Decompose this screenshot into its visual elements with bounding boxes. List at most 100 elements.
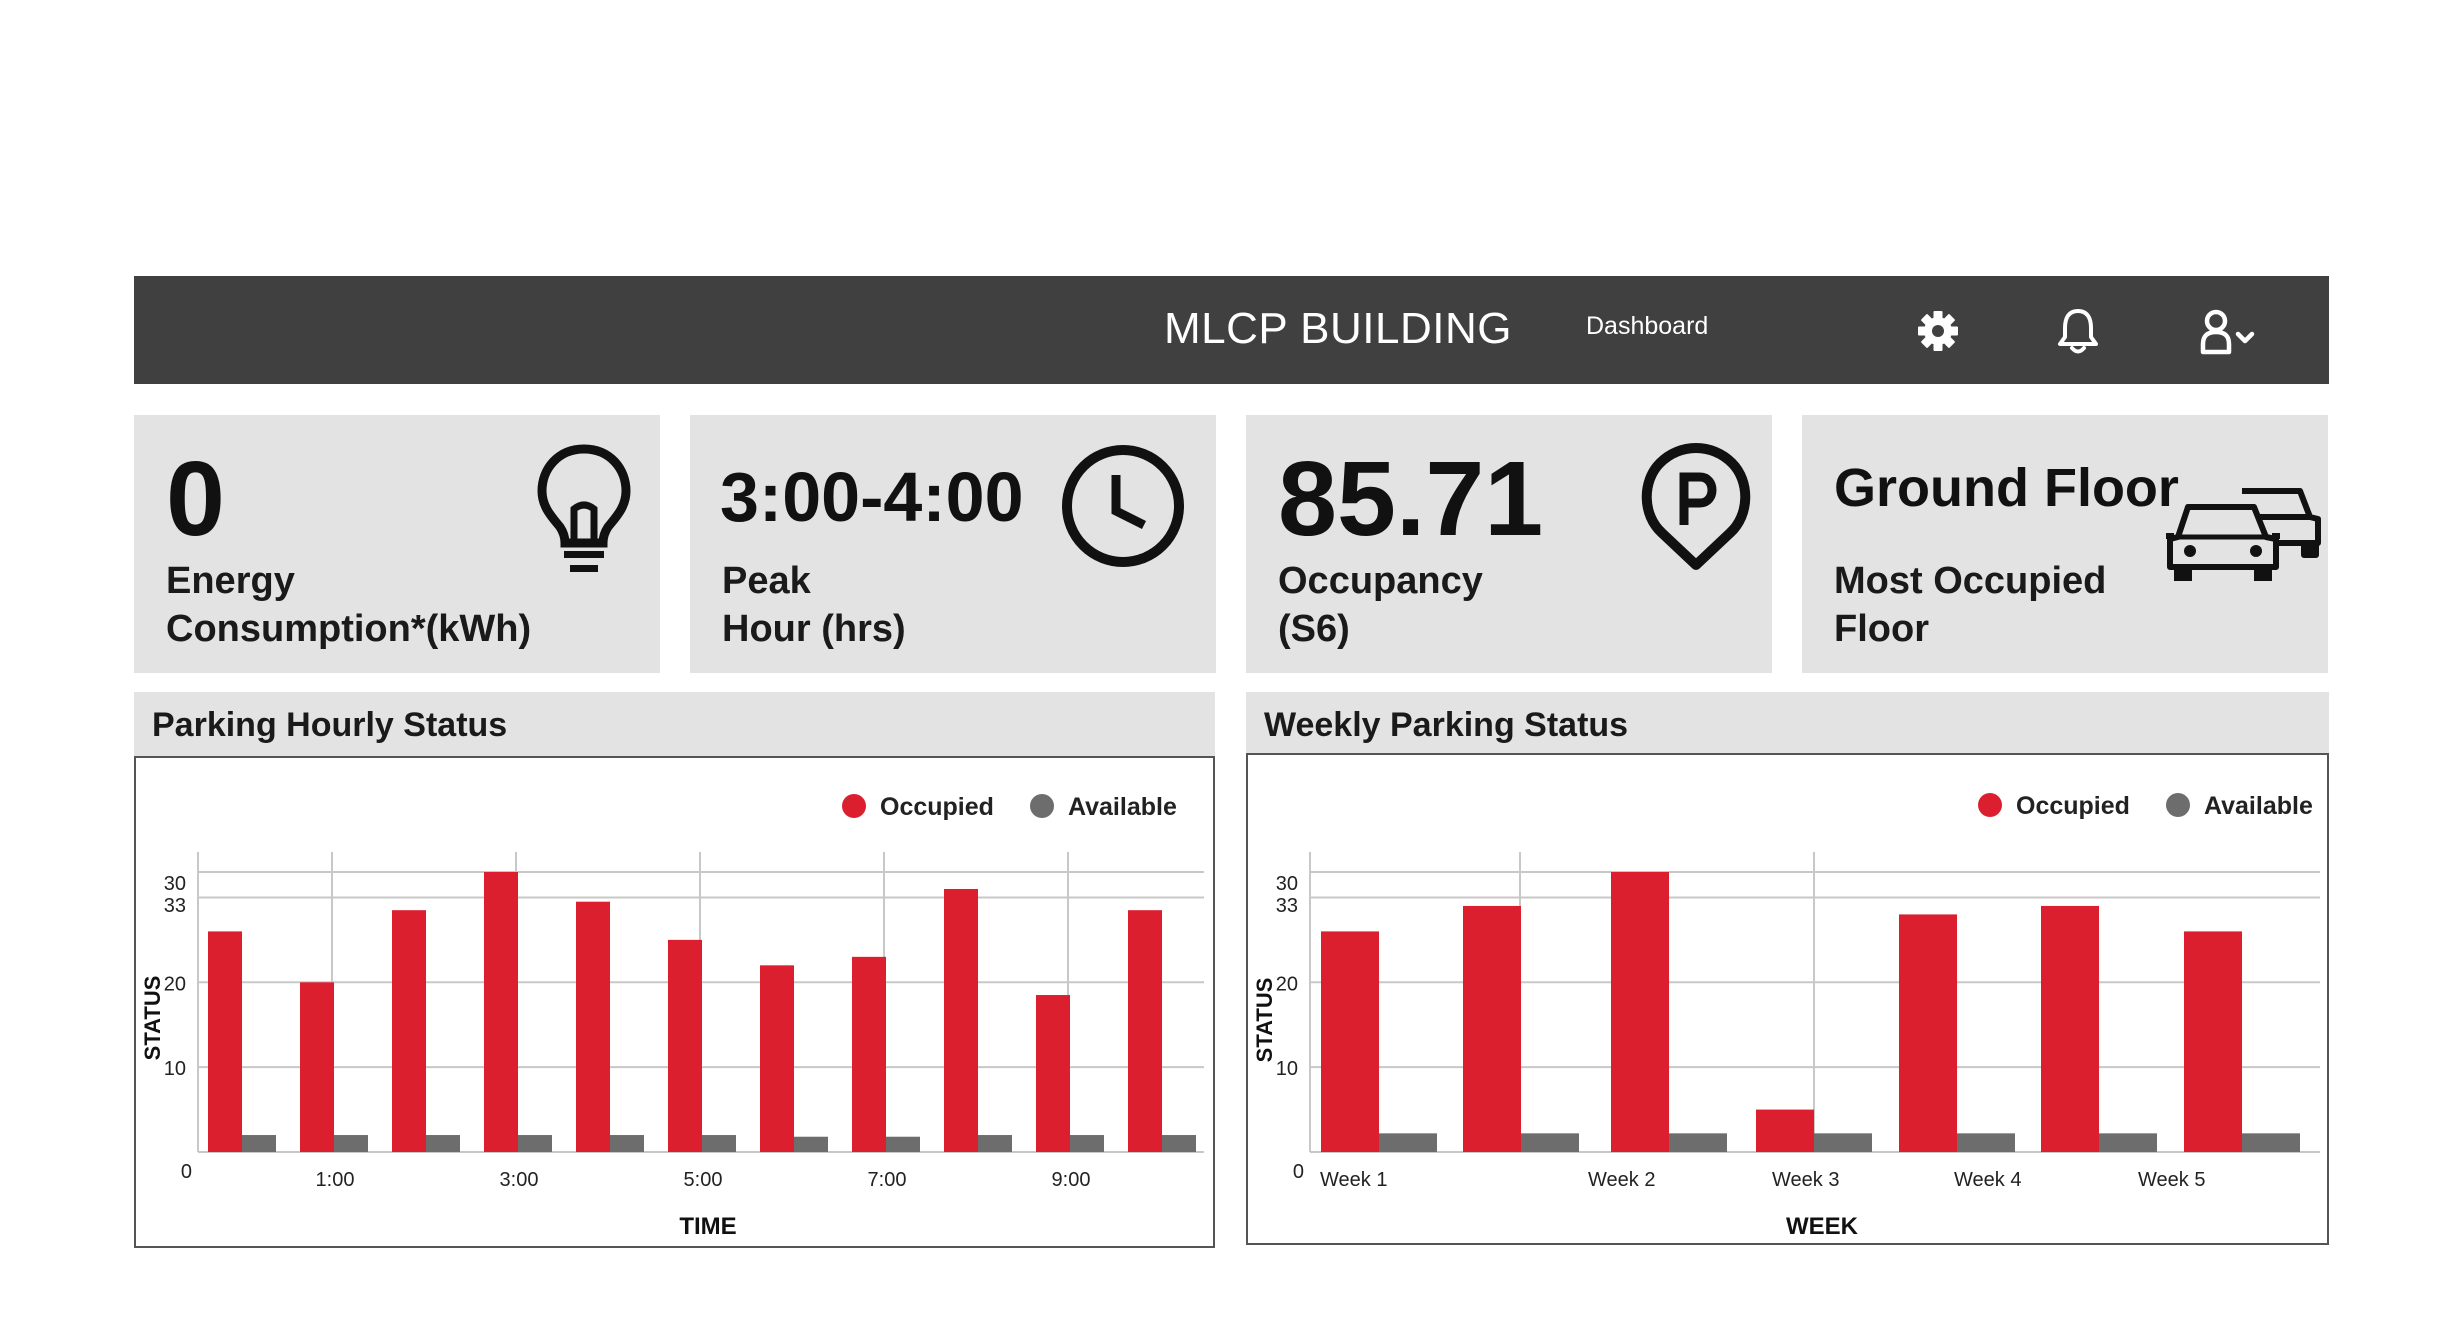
user-menu-button[interactable] xyxy=(2194,304,2274,358)
bar-occupied xyxy=(1036,995,1070,1152)
y-tick-label: 20 xyxy=(164,973,186,995)
gear-icon xyxy=(1918,311,1958,351)
energy-card: 0 Energy Consumption*(kWh) xyxy=(134,415,660,673)
y-tick-label: 0 xyxy=(1293,1161,1304,1183)
parking-pin-icon xyxy=(1641,443,1751,570)
user-icon xyxy=(2200,309,2232,355)
bell-icon xyxy=(2058,309,2098,354)
y-tick-label: 33 xyxy=(164,895,186,917)
nav-dashboard-link[interactable]: Dashboard xyxy=(1586,312,1709,340)
app-title: MLCP BUILDING xyxy=(1164,304,1512,353)
x-tick-label: 9:00 xyxy=(1052,1169,1091,1191)
bar-occupied xyxy=(852,956,886,1152)
hourly-chart-panel: 0 10 20 30 33 1:00 3:00 5:00 7:00 9:00 TIME STATUS O… xyxy=(134,756,1215,1248)
bar-occupied xyxy=(300,982,334,1152)
peak-hour-value: 3:00-4:00 xyxy=(720,458,1024,536)
hourly-chart-title: Parking Hourly Status xyxy=(152,706,508,744)
bar-available xyxy=(518,1135,552,1152)
bar-available xyxy=(1669,1133,1727,1152)
x-tick-label: 7:00 xyxy=(868,1169,907,1191)
bar-available xyxy=(1521,1133,1579,1152)
x-tick-label: 1:00 xyxy=(316,1169,355,1191)
top-bar: MLCP BUILDING Dashboard xyxy=(134,276,2329,384)
bar-available xyxy=(978,1135,1012,1152)
chevron-down-icon xyxy=(2235,331,2255,344)
legend-swatch xyxy=(1030,794,1054,818)
y-tick-label: 33 xyxy=(1276,895,1298,917)
bar-available xyxy=(1814,1133,1872,1152)
occupancy-label: Occupancy (S6) xyxy=(1278,560,1483,650)
x-tick-label: Week 5 xyxy=(2138,1169,2205,1191)
clock-icon xyxy=(1062,445,1184,567)
bar-occupied xyxy=(760,965,794,1152)
legend-label: Available xyxy=(1068,793,1177,821)
bar-available xyxy=(610,1135,644,1152)
x-tick-label: Week 1 xyxy=(1320,1169,1387,1191)
bar-occupied xyxy=(1321,931,1379,1152)
weekly-chart-title: Weekly Parking Status xyxy=(1264,706,1629,744)
legend-swatch xyxy=(1978,793,2002,817)
cars-icon xyxy=(2166,488,2321,581)
y-tick-label: 10 xyxy=(164,1058,186,1080)
lightbulb-icon xyxy=(537,444,631,572)
bar-occupied xyxy=(1611,872,1669,1152)
bar-occupied xyxy=(1463,905,1521,1152)
energy-label: Energy Consumption*(kWh) xyxy=(166,560,532,650)
legend-label: Available xyxy=(2204,792,2313,820)
legend-swatch xyxy=(2166,793,2190,817)
x-axis-title: TIME xyxy=(679,1213,736,1240)
y-tick-label: 30 xyxy=(1276,873,1298,895)
x-tick-label: Week 3 xyxy=(1772,1169,1839,1191)
y-axis-title: STATUS xyxy=(140,976,165,1061)
bar-available xyxy=(1162,1135,1196,1152)
most-occupied-floor-card: Ground Floor Most Occupied Floor xyxy=(1802,415,2328,673)
bar-occupied xyxy=(2184,931,2242,1152)
y-tick-label: 10 xyxy=(1276,1058,1298,1080)
bar-available xyxy=(426,1135,460,1152)
y-axis-title: STATUS xyxy=(1252,978,1277,1063)
settings-button[interactable] xyxy=(1911,304,1965,358)
legend-label: Occupied xyxy=(880,793,994,821)
bar-available xyxy=(334,1135,368,1152)
peak-hour-label: Peak Hour (hrs) xyxy=(722,560,906,650)
bar-occupied xyxy=(392,910,426,1152)
x-tick-label: Week 2 xyxy=(1588,1169,1655,1191)
x-tick-label: 5:00 xyxy=(684,1169,723,1191)
bar-available xyxy=(1070,1135,1104,1152)
most-occupied-floor-value: Ground Floor xyxy=(1834,458,2179,518)
bar-available xyxy=(1957,1133,2015,1152)
occupancy-card: 85.71 Occupancy (S6) xyxy=(1246,415,1772,673)
bar-occupied xyxy=(2041,905,2099,1152)
bar-available xyxy=(2242,1133,2300,1152)
y-tick-label: 30 xyxy=(164,873,186,895)
x-tick-label: Week 4 xyxy=(1954,1169,2021,1191)
weekly-panel-header: Weekly Parking Status xyxy=(1246,692,2329,756)
bar-occupied xyxy=(208,931,242,1152)
bar-available xyxy=(242,1135,276,1152)
legend-label: Occupied xyxy=(2016,792,2130,820)
bar-occupied xyxy=(1756,1109,1814,1152)
y-tick-label: 0 xyxy=(181,1161,192,1183)
peak-hour-card: 3:00-4:00 Peak Hour (hrs) xyxy=(690,415,1216,673)
bar-occupied xyxy=(484,872,518,1152)
energy-value: 0 xyxy=(166,440,225,558)
bar-available xyxy=(1379,1133,1437,1152)
bar-occupied xyxy=(1128,910,1162,1152)
bar-occupied xyxy=(668,939,702,1152)
x-tick-label: 3:00 xyxy=(500,1169,539,1191)
bar-occupied xyxy=(576,901,610,1152)
legend-swatch xyxy=(842,794,866,818)
bar-available xyxy=(702,1135,736,1152)
weekly-chart-panel: 0 10 20 30 33 Week 1 Week 2 Week 3 Week 4 Week 5 W… xyxy=(1246,753,2329,1245)
bar-occupied xyxy=(1899,914,1957,1152)
bar-available xyxy=(886,1136,920,1152)
x-axis-title: WEEK xyxy=(1786,1213,1859,1240)
most-occupied-floor-label: Most Occupied Floor xyxy=(1834,560,2107,650)
occupancy-value: 85.71 xyxy=(1278,440,1544,558)
y-tick-label: 20 xyxy=(1276,973,1298,995)
hourly-panel-header: Parking Hourly Status xyxy=(134,692,1215,756)
bar-available xyxy=(794,1136,828,1152)
notifications-button[interactable] xyxy=(2051,304,2105,358)
